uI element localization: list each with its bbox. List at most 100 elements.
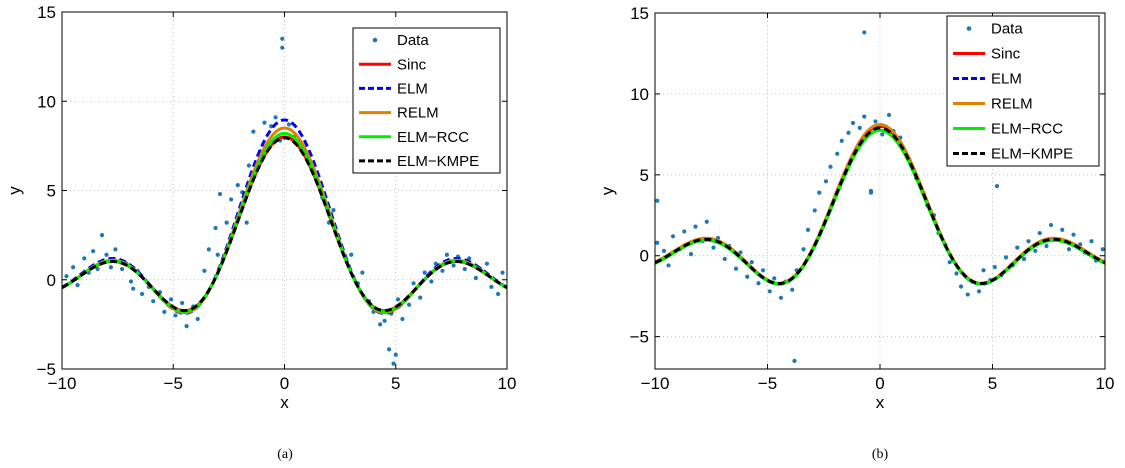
data-point [976,289,982,294]
legend-label: ELM [397,80,428,97]
data-point [386,347,392,352]
data-point [828,164,833,169]
data-point [246,163,251,168]
data-point [131,286,136,291]
data-point [99,233,105,238]
data-point [273,115,278,120]
data-point [733,266,739,271]
legend-marker-data [966,26,972,31]
data-point [954,271,959,276]
data-point [817,190,822,195]
data-point [113,247,118,252]
data-point [661,248,667,253]
legend-label: RELM [991,96,1033,113]
data-point [195,316,200,322]
data-point [229,197,234,202]
x-axis-label: x [876,393,885,412]
data-point [711,245,716,250]
data-point [215,252,220,257]
x-tick-label: 10 [498,374,517,393]
data-point [235,183,240,188]
data-point [812,208,817,213]
x-axis-label: x [280,393,289,412]
data-point [749,260,754,265]
data-point [722,256,727,262]
data-point [180,300,185,306]
data-point [391,361,396,366]
data-point [880,132,885,137]
data-point [418,295,423,300]
data-point [745,274,750,279]
data-point [1003,255,1009,260]
data-point [666,263,671,268]
data-point [422,270,427,275]
data-point [75,283,80,288]
chart-panel-b: −10 −5 0 5 10 −5 0 5 10 15 x y (b) Data Sinc ELM RELM ELM… [598,4,1114,462]
data-point [670,234,676,239]
data-point [378,322,383,327]
data-point [862,114,867,119]
data-point [688,252,694,257]
data-point [846,130,851,135]
data-point [704,219,709,224]
data-point [823,179,829,184]
data-point [462,266,467,272]
data-point [286,122,292,127]
data-point [1066,247,1072,252]
chart-panel-a: −10 −5 0 5 10−5051015xy(a)DataSincELMRELMELM… [5,3,516,462]
data-point [202,268,207,273]
data-point [805,227,811,232]
data-point [1015,245,1020,250]
data-point [269,124,274,129]
series-line-elm-kmpe [62,136,507,313]
data-point [1044,243,1049,249]
data-point [262,120,267,125]
data-point [151,299,156,304]
legend-label: ELM−RCC [397,129,469,146]
y-axis-label: y [5,186,24,195]
data-point [1089,239,1094,244]
data-point [992,264,997,270]
legend-label: ELM−KMPE [991,146,1073,163]
data-point [360,270,365,275]
data-point [444,252,450,257]
data-point [868,188,874,194]
data-point [140,291,145,297]
data-point [206,247,211,252]
data-point [1071,232,1076,237]
data-point [349,252,354,257]
data-point [839,138,844,143]
data-point [790,287,795,292]
x-tick-label: −10 [641,374,670,393]
x-tick-label: 0 [280,374,289,393]
data-point [655,198,660,203]
series-line-elm [62,118,507,315]
y-tick-label: 10 [630,85,649,104]
data-point [655,240,660,245]
data-point [760,268,766,273]
data-point [429,279,434,284]
data-point [64,274,69,279]
legend-label: Data [991,21,1023,38]
x-tick-label: 5 [391,374,400,393]
data-point [1100,247,1105,252]
panel-caption: (a) [277,447,293,462]
legend-label: Sinc [397,56,427,73]
data-point [82,256,87,261]
data-point [767,289,772,294]
legend-label: Sinc [991,46,1021,63]
data-point [184,324,189,329]
data-point [994,184,1000,189]
data-point [407,302,412,307]
data-point [835,151,840,156]
x-tick-label: −10 [48,374,77,393]
data-point [489,284,494,289]
legend-box [352,27,501,174]
y-tick-label: −5 [630,328,649,347]
x-tick-label: −5 [758,374,777,393]
x-tick-label: −5 [164,374,183,393]
data-point [682,229,687,234]
data-point [71,265,76,270]
data-point [244,220,249,225]
